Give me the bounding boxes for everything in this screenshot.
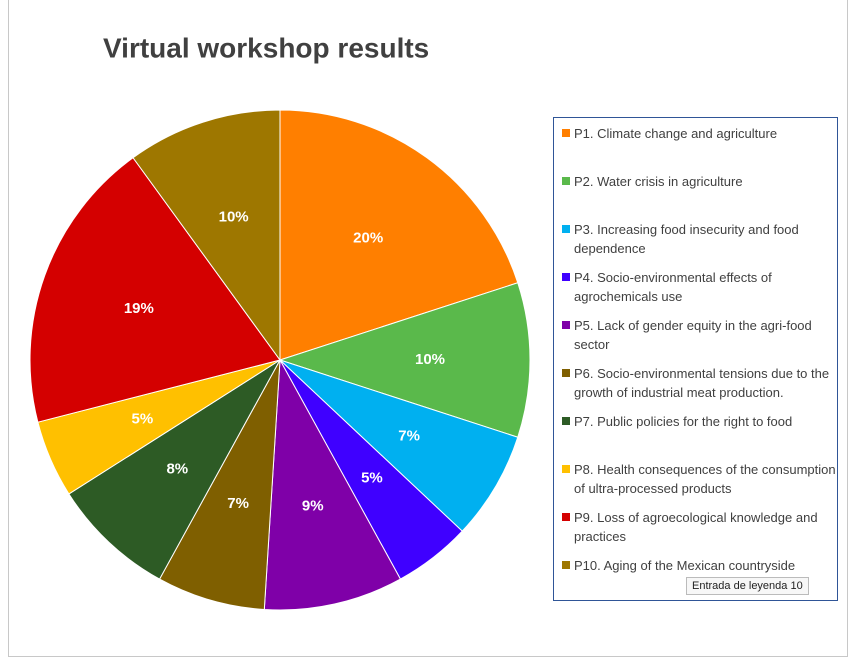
data-label: 8% <box>166 460 188 477</box>
legend-entry: P6. Socio-environmental tensions due to … <box>562 364 844 402</box>
pie-slice <box>68 359 281 580</box>
legend-label: P3. Increasing food insecurity and food … <box>574 222 799 256</box>
pie-slice <box>263 358 402 611</box>
legend-swatch <box>562 177 570 185</box>
legend-label: P6. Socio-environmental tensions due to … <box>574 366 830 400</box>
legend-label: P2. Water crisis in agriculture <box>574 174 743 189</box>
data-label: 10% <box>219 208 249 225</box>
legend-swatch <box>562 465 570 473</box>
legend-entry: P10. Aging of the Mexican countryside <box>562 556 844 575</box>
data-label: 19% <box>124 300 154 317</box>
legend-entry: P7. Public policies for the right to foo… <box>562 412 844 431</box>
data-label: 10% <box>415 351 445 368</box>
legend-label: P10. Aging of the Mexican countryside <box>574 558 796 573</box>
legend-label: P7. Public policies for the right to foo… <box>574 414 793 429</box>
legend-swatch <box>562 321 570 329</box>
data-label: 7% <box>227 495 249 512</box>
legend-entry: P5. Lack of gender equity in the agri-fo… <box>562 316 844 354</box>
legend-label: P9. Loss of agroecological knowledge and… <box>574 510 818 544</box>
chart-title: Virtual workshop results <box>103 32 429 63</box>
data-label: 7% <box>398 427 420 444</box>
legend-entry: P3. Increasing food insecurity and food … <box>562 220 844 258</box>
data-label: 9% <box>302 497 324 514</box>
chart-frame <box>8 0 848 657</box>
legend-label: P1. Climate change and agriculture <box>574 126 778 141</box>
legend-label: P5. Lack of gender equity in the agri-fo… <box>574 318 812 352</box>
legend-entry: P2. Water crisis in agriculture <box>562 172 844 191</box>
pie-slice <box>132 109 281 362</box>
legend-swatch <box>562 129 570 137</box>
legend-entry: P9. Loss of agroecological knowledge and… <box>562 508 844 546</box>
tooltip: Entrada de leyenda 10 <box>686 577 809 595</box>
legend-swatch <box>562 561 570 569</box>
pie-slice <box>29 157 281 423</box>
legend-entry: P4. Socio-environmental effects of agroc… <box>562 268 844 306</box>
legend: P1. Climate change and agriculture P2. Wa… <box>553 117 838 601</box>
legend-swatch <box>562 513 570 521</box>
legend-label: P4. Socio-environmental effects of agroc… <box>574 270 772 304</box>
pie-slice <box>278 282 531 438</box>
legend-entry: P8. Health consequences of the consumpti… <box>562 460 844 498</box>
legend-swatch <box>562 225 570 233</box>
legend-swatch <box>562 273 570 281</box>
pie-slice <box>279 359 519 532</box>
pie-slice <box>279 109 519 361</box>
legend-swatch <box>562 417 570 425</box>
pie-slice <box>158 359 281 611</box>
data-label: 20% <box>353 230 383 247</box>
data-label: 5% <box>361 469 383 486</box>
legend-label: P8. Health consequences of the consumpti… <box>574 462 836 496</box>
legend-entry: P1. Climate change and agriculture <box>562 124 844 143</box>
legend-swatch <box>562 369 570 377</box>
data-label: 5% <box>131 411 153 428</box>
